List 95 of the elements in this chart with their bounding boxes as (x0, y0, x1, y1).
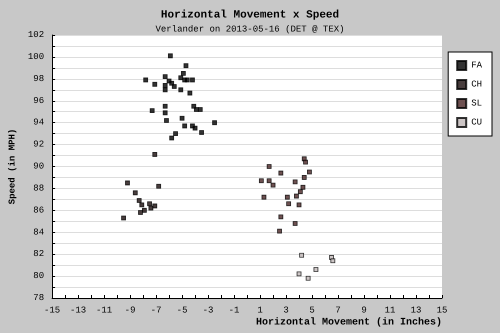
y-tick-label: 98 (33, 74, 44, 84)
x-tick-label: -13 (70, 306, 86, 316)
point (168, 53, 173, 58)
y-tick-label: 90 (33, 162, 44, 172)
x-tick-label: 3 (283, 306, 289, 316)
point (192, 126, 198, 131)
point (164, 118, 169, 123)
x-tick-label: -11 (96, 306, 112, 316)
point (300, 184, 306, 190)
x-tick-label: 13 (410, 306, 422, 316)
point (302, 175, 307, 180)
y-tick-label: 102 (28, 30, 44, 40)
point (136, 198, 142, 203)
y-tick-label: 96 (33, 96, 44, 106)
point (330, 258, 336, 264)
x-tick-label: 5 (309, 306, 315, 316)
point (178, 87, 184, 92)
point (156, 184, 162, 189)
point (162, 104, 168, 109)
point (284, 194, 290, 200)
point (172, 84, 177, 89)
y-tick-label: 94 (33, 118, 44, 128)
point (299, 252, 304, 258)
point (307, 170, 312, 174)
point (296, 271, 302, 276)
x-tick-label: -5 (176, 306, 188, 316)
point (306, 276, 311, 281)
legend-label: CH (471, 80, 482, 90)
point (314, 267, 318, 272)
point (270, 182, 276, 188)
point (296, 202, 302, 208)
y-tick-label: 92 (33, 140, 44, 150)
point (190, 78, 195, 82)
point (184, 78, 190, 82)
point (292, 179, 298, 184)
point (138, 210, 143, 215)
point (199, 130, 204, 135)
y-tick-label: 100 (28, 52, 44, 62)
point (148, 206, 154, 211)
point (262, 194, 266, 200)
point (150, 108, 155, 114)
point (162, 74, 168, 80)
point (125, 180, 130, 186)
point (277, 228, 282, 234)
point (258, 178, 264, 184)
point (147, 201, 152, 206)
point (139, 202, 144, 208)
point (121, 216, 126, 220)
point (212, 120, 217, 126)
point (303, 160, 308, 165)
point (286, 201, 292, 206)
point (182, 124, 188, 128)
point (169, 136, 174, 140)
y-tick-label: 88 (33, 183, 44, 194)
point (143, 78, 148, 82)
x-tick-label: -1 (228, 306, 240, 316)
y-tick-label: 80 (33, 271, 44, 282)
x-tick-label: 7 (335, 306, 341, 316)
x-tick-label: -3 (202, 306, 214, 316)
point (173, 131, 178, 136)
point (292, 221, 298, 226)
point (162, 83, 168, 88)
x-tick-label: 15 (436, 306, 448, 316)
legend-label: SL (471, 98, 482, 108)
point (180, 116, 184, 121)
point (266, 164, 272, 169)
point (184, 63, 188, 68)
y-tick-label: 84 (33, 227, 44, 238)
y-tick-label: 82 (33, 249, 44, 260)
point (266, 178, 272, 184)
x-tick-label: 9 (361, 306, 367, 316)
chart-subtitle: Verlander on 2013-05-16 (DET @ TEX) (155, 24, 345, 34)
point (132, 190, 138, 196)
x-axis-title: Horizontal Movement (in Inches) (256, 316, 442, 328)
point (162, 110, 168, 116)
point (180, 70, 186, 76)
point (278, 214, 284, 220)
point (187, 90, 192, 96)
x-tick-label: -9 (124, 306, 136, 316)
point (152, 82, 158, 87)
x-tick-label: 11 (384, 306, 396, 316)
point (198, 107, 203, 112)
y-axis-title: Speed (in MPH) (8, 128, 18, 204)
y-tick-label: 86 (33, 205, 44, 216)
legend-label: FA (471, 60, 483, 70)
chart-title: Horizontal Movement x Speed (160, 10, 340, 22)
legend-label: CU (471, 118, 482, 128)
point (152, 152, 158, 157)
point (294, 194, 299, 198)
x-tick-label: -15 (44, 306, 60, 316)
x-tick-label: 1 (257, 306, 263, 316)
point (162, 87, 168, 92)
y-tick-label: 78 (33, 293, 44, 303)
point (278, 170, 284, 176)
x-tick-label: -7 (150, 306, 162, 316)
